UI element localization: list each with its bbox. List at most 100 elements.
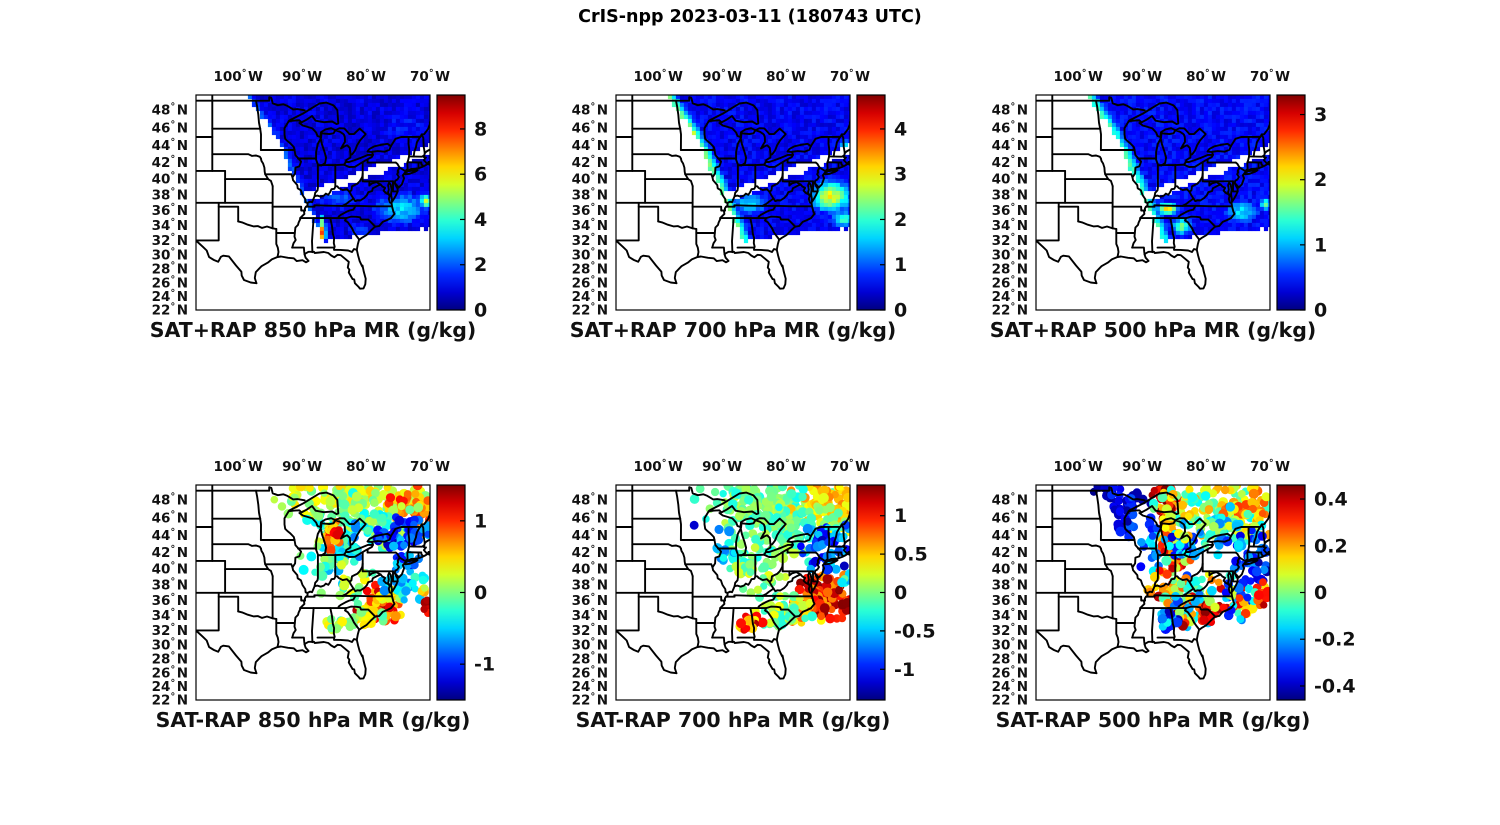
- colorbar-tick-label: 1: [1314, 234, 1327, 256]
- state-boundaries: [1036, 485, 1270, 680]
- lon-tick-label: 100° W: [214, 68, 263, 85]
- lat-tick-label: 22° N: [992, 302, 1028, 319]
- lat-tick-label: 26° N: [152, 664, 188, 681]
- lat-tick-label: 42° N: [992, 154, 1028, 171]
- lon-tick-label: 80° W: [346, 68, 386, 85]
- axes-frame: [195, 484, 431, 701]
- lat-tick-label: 40° N: [992, 171, 1028, 188]
- lat-tick-label: 24° N: [152, 678, 188, 695]
- lat-tick-label: 44° N: [992, 137, 1028, 154]
- lat-tick-label: 46° N: [572, 510, 608, 527]
- state-boundaries: [1036, 95, 1270, 290]
- lat-tick-label: 32° N: [152, 232, 188, 249]
- colorbar-tick-label: 3: [894, 164, 907, 186]
- lat-tick-label: 30° N: [152, 636, 188, 653]
- lon-tick-label: 80° W: [766, 68, 806, 85]
- colorbar-tick-label: -0.2: [1314, 629, 1356, 651]
- lat-tick-label: 46° N: [992, 120, 1028, 137]
- colorbar-tick-label: -1: [894, 659, 915, 681]
- panel-title-sat-plus-rap-850: SAT+RAP 850 hPa MR (g/kg): [149, 318, 477, 342]
- lat-tick-label: 42° N: [152, 544, 188, 561]
- colorbar-tick-label: 8: [474, 118, 487, 140]
- colorbar-tick-label: 0.4: [1314, 489, 1348, 511]
- panel-sat-minus-rap-850: -1 0 1 100° W 90° W 80° W 70° W 48° N 46° N 44° N 42° N 40°…: [80, 445, 550, 745]
- axes-frame: [195, 94, 431, 311]
- colorbar-tick-label: 2: [474, 254, 487, 276]
- lon-tick-label: 100° W: [634, 458, 683, 475]
- lat-tick-label: 44° N: [572, 137, 608, 154]
- lat-tick-label: 34° N: [992, 217, 1028, 234]
- colorbar-tick-label: 0: [1314, 300, 1327, 322]
- panel-title-sat-plus-rap-700: SAT+RAP 700 hPa MR (g/kg): [569, 318, 897, 342]
- lat-tick-label: 40° N: [992, 561, 1028, 578]
- lat-tick-label: 28° N: [572, 260, 608, 277]
- lon-tick-label: 70° W: [1250, 458, 1290, 475]
- panel-sat-plus-rap-700: 0 1 2 3 4 100° W 90° W 80° W 70° W 48° N 46° N 44° N 42° N 40…: [500, 55, 970, 355]
- colorbar: [436, 94, 466, 311]
- colorbar-tick-label: 0: [894, 300, 907, 322]
- lat-tick-label: 22° N: [152, 692, 188, 709]
- lat-tick-label: 42° N: [152, 154, 188, 171]
- lat-tick-label: 26° N: [992, 274, 1028, 291]
- lat-tick-label: 32° N: [152, 622, 188, 639]
- lat-tick-label: 30° N: [572, 636, 608, 653]
- lat-tick-label: 28° N: [152, 260, 188, 277]
- lon-tick-label: 90° W: [702, 68, 742, 85]
- axes-frame: [1035, 94, 1271, 311]
- lat-tick-label: 48° N: [992, 102, 1028, 119]
- panel-sat-plus-rap-500: 0 1 2 3 100° W 90° W 80° W 70° W 48° N 46° N 44° N 42° N 40°…: [920, 55, 1390, 355]
- panel-title-sat-plus-rap-500: SAT+RAP 500 hPa MR (g/kg): [989, 318, 1317, 342]
- lon-tick-label: 100° W: [1054, 68, 1103, 85]
- lon-tick-label: 100° W: [634, 68, 683, 85]
- lat-tick-label: 32° N: [572, 622, 608, 639]
- lat-tick-label: 22° N: [992, 692, 1028, 709]
- lat-tick-label: 48° N: [152, 492, 188, 509]
- lat-tick-label: 26° N: [572, 274, 608, 291]
- lat-tick-label: 38° N: [992, 186, 1028, 203]
- lon-tick-label: 70° W: [410, 458, 450, 475]
- colorbar-tick-label: 3: [1314, 104, 1327, 126]
- lon-tick-label: 100° W: [214, 458, 263, 475]
- figure-title: CrIS-npp 2023-03-11 (180743 UTC): [578, 7, 922, 27]
- lat-tick-label: 38° N: [992, 576, 1028, 593]
- lat-tick-label: 48° N: [992, 492, 1028, 509]
- colorbar-tick-label: 2: [894, 209, 907, 231]
- state-boundaries: [616, 485, 850, 680]
- colorbar: [856, 94, 886, 311]
- lon-tick-label: 80° W: [346, 458, 386, 475]
- lat-tick-label: 36° N: [152, 202, 188, 219]
- lon-tick-label: 70° W: [830, 458, 870, 475]
- lat-tick-label: 32° N: [992, 232, 1028, 249]
- colorbar-tick-label: 4: [894, 118, 907, 140]
- lat-tick-label: 46° N: [992, 510, 1028, 527]
- lat-tick-label: 36° N: [152, 592, 188, 609]
- lat-tick-label: 28° N: [992, 650, 1028, 667]
- lat-tick-label: 22° N: [572, 692, 608, 709]
- lat-tick-label: 38° N: [572, 576, 608, 593]
- lat-tick-label: 24° N: [152, 288, 188, 305]
- lat-tick-label: 40° N: [572, 561, 608, 578]
- lat-tick-label: 32° N: [992, 622, 1028, 639]
- lat-tick-label: 46° N: [572, 120, 608, 137]
- map-sat-minus-rap-500: -0.4 -0.2 0 0.2 0.4 100° W 90° W 80° W 70° W 48° N46° N…: [992, 458, 1356, 709]
- panel-sat-plus-rap-850: 0 2 4 6 8 100° W 90° W 80° W 70° W 48° N 46° N 44° N 42° N 40…: [80, 55, 550, 355]
- lat-tick-label: 42° N: [572, 154, 608, 171]
- axes-frame: [615, 484, 851, 701]
- lat-tick-label: 48° N: [572, 492, 608, 509]
- colorbar-tick-label: 1: [474, 510, 487, 532]
- lat-tick-label: 28° N: [152, 650, 188, 667]
- lat-tick-label: 24° N: [572, 678, 608, 695]
- axes-frame: [1035, 484, 1271, 701]
- lat-tick-label: 34° N: [992, 607, 1028, 624]
- lat-tick-label: 40° N: [152, 561, 188, 578]
- lat-tick-label: 24° N: [992, 288, 1028, 305]
- lon-tick-label: 90° W: [702, 458, 742, 475]
- colorbar-tick-label: 0: [474, 582, 487, 604]
- lat-tick-label: 36° N: [572, 592, 608, 609]
- state-boundaries: [196, 95, 430, 290]
- lat-tick-label: 30° N: [992, 636, 1028, 653]
- colorbar-tick-label: -0.5: [894, 620, 936, 642]
- lon-tick-label: 80° W: [1186, 458, 1226, 475]
- lat-tick-label: 44° N: [152, 527, 188, 544]
- lat-tick-label: 40° N: [572, 171, 608, 188]
